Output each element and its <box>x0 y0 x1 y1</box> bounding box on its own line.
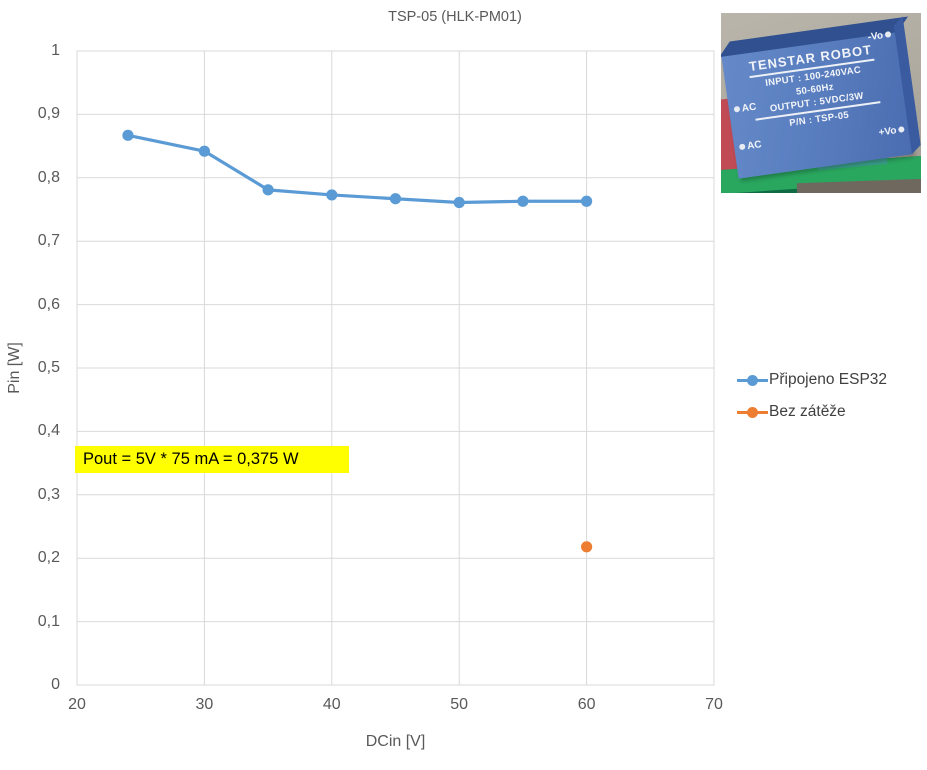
legend-marker-icon <box>737 374 768 386</box>
y-tick-label: 0,7 <box>37 232 60 250</box>
module-pin-pos-vo: +Vo <box>878 124 907 139</box>
power-module: TENSTAR ROBOT INPUT : 100-240VAC 50-60Hz… <box>721 16 921 179</box>
pin-dot-icon <box>733 106 741 113</box>
chart-title: TSP-05 (HLK-PM01) <box>388 9 522 25</box>
x-tick-label: 20 <box>68 696 86 713</box>
legend: Připojeno ESP32 Bez zátěže <box>737 367 927 431</box>
y-tick-label: 0,2 <box>37 549 60 567</box>
pin-dot-icon <box>884 31 892 39</box>
y-tick-label: 0,1 <box>37 612 60 630</box>
module-pin-ac: AC <box>737 139 762 153</box>
y-tick-label: 0,6 <box>37 295 60 313</box>
product-photo: TENSTAR ROBOT INPUT : 100-240VAC 50-60Hz… <box>721 13 921 193</box>
y-tick-label: 0,3 <box>37 485 60 503</box>
legend-marker-icon <box>737 406 768 418</box>
x-tick-label: 30 <box>195 696 214 713</box>
x-axis-title: DCin [V] <box>365 733 426 750</box>
y-tick-label: 0,9 <box>37 105 60 123</box>
x-tick-label: 70 <box>705 696 723 713</box>
y-tick-label: 0,5 <box>37 359 60 376</box>
pin-dot-icon <box>898 126 905 134</box>
legend-label: Připojeno ESP32 <box>769 371 888 388</box>
y-tick-label: 0,8 <box>37 168 60 186</box>
y-tick-label: 0 <box>51 676 60 693</box>
y-tick-label: 0,4 <box>37 422 60 440</box>
x-tick-label: 60 <box>577 696 596 713</box>
annotation-label: Pout = 5V * 75 mA = 0,375 W <box>75 446 349 473</box>
pin-dot-icon <box>738 143 746 151</box>
legend-label: Bez zátěže <box>769 403 846 420</box>
legend-item: Připojeno ESP32 <box>737 367 927 393</box>
y-tick-label: 1 <box>51 42 60 59</box>
x-tick-label: 50 <box>450 696 469 713</box>
legend-item: Bez zátěže <box>737 399 927 425</box>
x-tick-label: 40 <box>322 696 341 713</box>
